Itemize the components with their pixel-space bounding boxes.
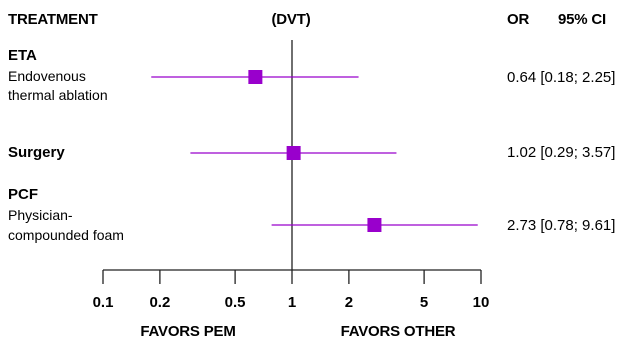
footer-favors-pem: FAVORS PEM	[140, 323, 235, 340]
x-tick-label: 2	[345, 294, 353, 311]
row-eta-desc-2: thermal ablation	[8, 87, 108, 103]
x-tick-label: 0.1	[93, 294, 114, 311]
estimate-marker-surgery	[286, 146, 301, 160]
header-dvt: (DVT)	[272, 11, 311, 28]
row-eta-name: ETA	[8, 47, 37, 64]
forest-marks	[151, 70, 478, 232]
row-pcf-name: PCF	[8, 186, 38, 203]
x-tick-label: 5	[420, 294, 428, 311]
row-pcf-desc-1: Physician-	[8, 207, 73, 223]
ci-value-eta: 0.64 [0.18; 2.25]	[507, 69, 615, 86]
estimate-marker-eta	[248, 70, 263, 84]
footer-favors-other: FAVORS OTHER	[341, 323, 456, 340]
x-tick-label: 0.5	[225, 294, 246, 311]
ci-value-surgery: 1.02 [0.29; 3.57]	[507, 144, 615, 161]
x-tick-label: 1	[288, 294, 296, 311]
row-eta-desc-1: Endovenous	[8, 68, 86, 84]
header-ci: 95% CI	[558, 11, 606, 28]
x-tick-label: 0.2	[149, 294, 170, 311]
row-surgery-name: Surgery	[8, 144, 65, 161]
row-pcf-desc-2: compounded foam	[8, 227, 124, 243]
estimate-marker-pcf	[367, 218, 382, 232]
x-axis-ticks: 0.1 0.2 0.5 1 2 5 10	[93, 270, 490, 311]
header-treatment: TREATMENT	[8, 11, 98, 28]
x-tick-label: 10	[473, 294, 490, 311]
header-or: OR	[507, 11, 529, 28]
ci-value-pcf: 2.73 [0.78; 9.61]	[507, 217, 615, 234]
